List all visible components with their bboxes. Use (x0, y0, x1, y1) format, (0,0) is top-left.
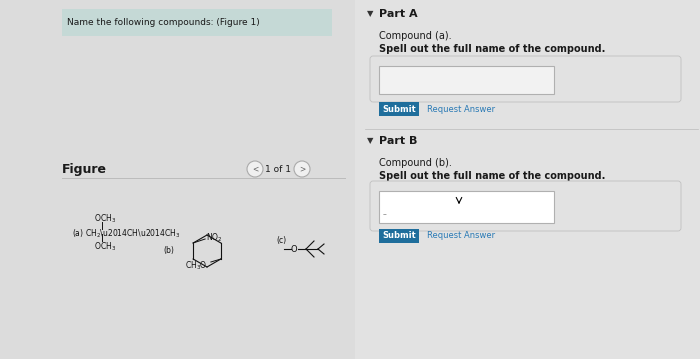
Text: Spell out the full name of the compound.: Spell out the full name of the compound. (379, 44, 606, 54)
Text: Compound (b).: Compound (b). (379, 158, 452, 168)
Text: (b): (b) (163, 247, 174, 256)
Text: CH$_3$O: CH$_3$O (185, 260, 207, 272)
Text: Name the following compounds: (Figure 1): Name the following compounds: (Figure 1) (67, 18, 260, 27)
Text: OCH$_3$: OCH$_3$ (94, 213, 116, 225)
FancyBboxPatch shape (355, 0, 700, 359)
Text: Submit: Submit (382, 232, 416, 241)
Text: Figure: Figure (62, 163, 107, 176)
Text: Part A: Part A (379, 9, 418, 19)
Text: ▼: ▼ (367, 136, 374, 145)
Text: NO$_2$: NO$_2$ (206, 232, 223, 244)
Text: Request Answer: Request Answer (427, 232, 495, 241)
Text: Submit: Submit (382, 104, 416, 113)
Text: Request Answer: Request Answer (427, 104, 495, 113)
Circle shape (294, 161, 310, 177)
FancyBboxPatch shape (62, 9, 332, 36)
Text: ▼: ▼ (367, 9, 374, 19)
Text: O: O (290, 244, 298, 253)
Text: (a) CH$_2$\u2014CH\u2014CH$_3$: (a) CH$_2$\u2014CH\u2014CH$_3$ (72, 228, 181, 240)
Text: <: < (252, 164, 258, 173)
FancyBboxPatch shape (379, 102, 419, 116)
FancyBboxPatch shape (0, 0, 355, 359)
FancyBboxPatch shape (379, 66, 554, 94)
FancyBboxPatch shape (379, 229, 419, 243)
FancyBboxPatch shape (379, 191, 554, 223)
Circle shape (247, 161, 263, 177)
Text: Compound (a).: Compound (a). (379, 31, 452, 41)
Text: (c): (c) (276, 237, 286, 246)
Text: 1 of 1: 1 of 1 (265, 164, 291, 173)
Text: OCH$_3$: OCH$_3$ (94, 241, 116, 253)
Text: Part B: Part B (379, 136, 417, 146)
Text: >: > (299, 164, 305, 173)
Text: –: – (383, 210, 387, 219)
Text: Spell out the full name of the compound.: Spell out the full name of the compound. (379, 171, 606, 181)
